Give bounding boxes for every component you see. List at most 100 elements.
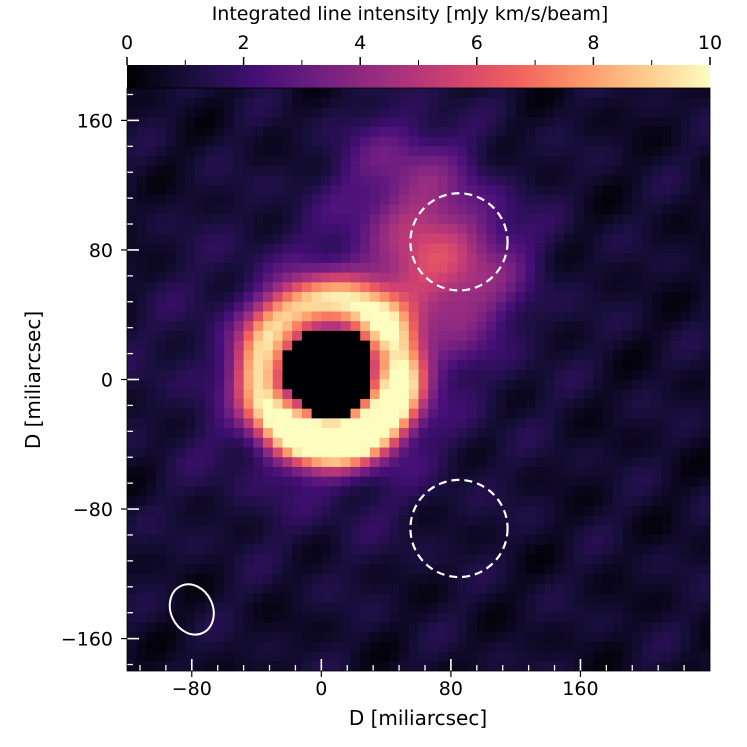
heatmap-cell <box>301 457 313 468</box>
heatmap-cell <box>661 301 672 313</box>
heatmap-cell <box>612 622 624 633</box>
heatmap-cell <box>292 224 303 235</box>
heatmap-cell <box>700 204 710 215</box>
heatmap-cell <box>156 544 167 555</box>
heatmap-cell <box>175 224 186 235</box>
heatmap-cell <box>515 515 526 526</box>
heatmap-cell <box>195 185 206 196</box>
heatmap-cell <box>651 97 663 109</box>
heatmap-cell <box>292 107 303 118</box>
heatmap-cell <box>457 515 468 526</box>
heatmap-cell <box>195 292 206 303</box>
heatmap-cell <box>447 486 458 497</box>
heatmap-cell <box>544 146 556 157</box>
heatmap-cell <box>476 175 488 186</box>
heatmap-cell <box>632 321 643 332</box>
heatmap-cell <box>641 612 653 624</box>
heatmap-cell <box>165 632 177 643</box>
heatmap-cell <box>389 88 400 99</box>
heatmap-cell <box>321 486 332 497</box>
heatmap-cell <box>544 330 556 342</box>
heatmap-cell <box>272 418 284 429</box>
heatmap-cell <box>399 282 410 293</box>
heatmap-cell <box>379 146 390 157</box>
heatmap-cell <box>457 146 468 157</box>
heatmap-cell <box>369 632 381 643</box>
heatmap-cell <box>156 224 167 235</box>
heatmap-cell <box>175 272 186 283</box>
heatmap-cell <box>535 564 546 575</box>
heatmap-cell <box>632 262 643 274</box>
heatmap-cell <box>564 340 575 351</box>
heatmap-cell <box>175 389 186 400</box>
heatmap-cell <box>379 408 390 419</box>
heatmap-cell <box>467 583 478 594</box>
heatmap-cell <box>272 97 284 109</box>
heatmap-cell <box>486 534 497 546</box>
heatmap-cell <box>185 156 196 167</box>
heatmap-cell <box>360 379 371 390</box>
heatmap-cell <box>641 428 653 439</box>
heatmap-cell <box>525 486 536 497</box>
heatmap-cell <box>253 301 264 313</box>
heatmap-cell <box>505 408 517 419</box>
heatmap-cell <box>156 262 167 274</box>
heatmap-cell <box>272 583 284 594</box>
heatmap-cell <box>360 107 371 118</box>
heatmap-cell <box>282 360 293 371</box>
heatmap-cell <box>680 554 692 565</box>
heatmap-cell <box>301 398 313 410</box>
heatmap-cell <box>127 282 138 293</box>
heatmap-cell <box>233 292 245 303</box>
heatmap-cell <box>185 573 196 585</box>
heatmap-cell <box>204 360 216 371</box>
heatmap-cell <box>175 321 186 332</box>
heatmap-cell <box>583 534 594 546</box>
heatmap-cell <box>428 224 439 235</box>
heatmap-cell <box>583 97 594 109</box>
heatmap-cell <box>535 126 546 138</box>
heatmap-cell <box>379 554 390 565</box>
heatmap-cell <box>282 185 293 196</box>
heatmap-cell <box>127 534 138 546</box>
heatmap-cell <box>195 272 206 283</box>
heatmap-cell <box>418 564 429 575</box>
heatmap-cell <box>535 107 546 118</box>
heatmap-cell <box>350 369 361 381</box>
heatmap-cell <box>428 311 439 322</box>
heatmap-cell <box>127 651 138 662</box>
heatmap-cell <box>680 486 692 497</box>
heatmap-cell <box>457 185 468 196</box>
heatmap-cell <box>301 88 313 99</box>
heatmap-cell <box>651 515 663 526</box>
heatmap-cell <box>146 515 157 526</box>
heatmap-cell <box>457 243 468 254</box>
heatmap-cell <box>350 632 361 643</box>
heatmap-cell <box>379 602 390 614</box>
heatmap-cell <box>476 496 488 507</box>
heatmap-cell <box>146 224 157 235</box>
heatmap-cell <box>467 165 478 177</box>
heatmap-cell <box>204 340 216 351</box>
heatmap-cell <box>331 612 342 624</box>
heatmap-cell <box>340 165 352 177</box>
heatmap-cell <box>243 466 254 478</box>
heatmap-cell <box>233 593 245 604</box>
heatmap-cell <box>641 282 653 293</box>
heatmap-cell <box>418 233 429 245</box>
heatmap-cell <box>311 214 322 225</box>
heatmap-cell <box>612 418 624 429</box>
heatmap-cell <box>146 272 157 283</box>
heatmap-cell <box>331 457 342 468</box>
heatmap-cell <box>340 204 352 215</box>
heatmap-cell <box>690 224 701 235</box>
heatmap-cell <box>156 457 167 468</box>
heatmap-cell <box>671 612 682 624</box>
heatmap-cell <box>661 136 672 147</box>
heatmap-cell <box>243 214 254 225</box>
heatmap-cell <box>214 564 225 575</box>
heatmap-cell <box>661 233 672 245</box>
heatmap-cell <box>641 583 653 594</box>
heatmap-cell <box>272 573 284 585</box>
heatmap-cell <box>253 525 264 536</box>
